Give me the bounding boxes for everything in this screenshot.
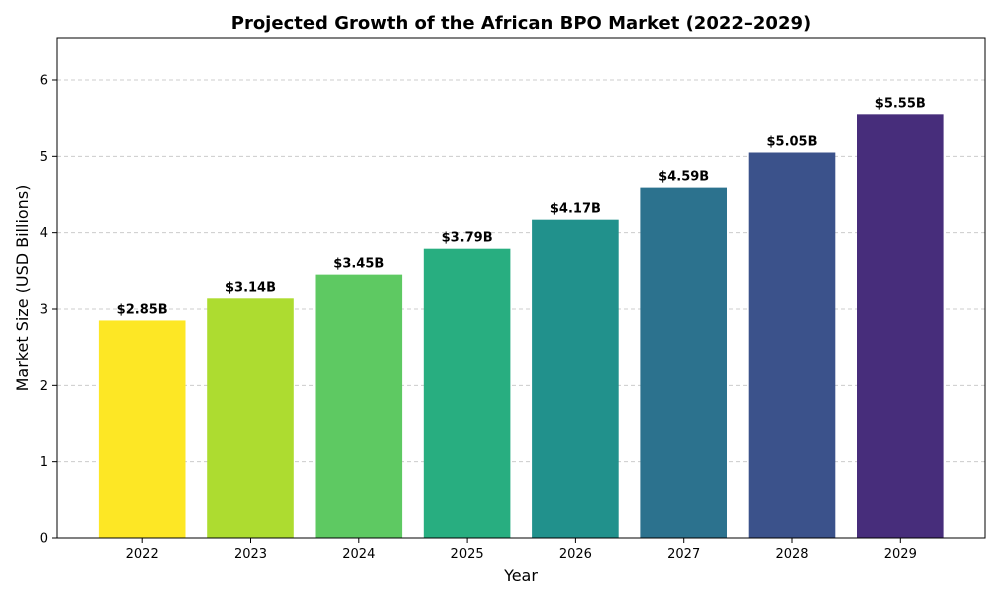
x-axis-ticks: 2022 2023 2024 2025 2026 2027 2028 2029 <box>126 538 917 562</box>
bar <box>857 114 944 538</box>
bar <box>640 187 727 538</box>
y-tick-label: 2 <box>40 379 48 394</box>
bar-value-label: $4.59B <box>658 170 709 185</box>
bar-value-label: $2.85B <box>117 302 168 317</box>
x-tick-label: 2027 <box>667 547 700 562</box>
bar <box>532 219 619 538</box>
bar-value-label: $3.45B <box>333 257 384 272</box>
x-tick-label: 2028 <box>775 547 808 562</box>
x-tick-label: 2023 <box>234 547 267 562</box>
y-tick-label: 1 <box>40 455 48 470</box>
x-axis-label: Year <box>503 566 538 585</box>
bar <box>98 320 186 538</box>
bars <box>98 114 944 539</box>
bar <box>207 298 294 538</box>
x-tick-label: 2026 <box>559 547 592 562</box>
chart-title: Projected Growth of the African BPO Mark… <box>231 13 811 34</box>
y-tick-label: 6 <box>40 73 48 88</box>
y-axis-ticks: 0 1 2 3 4 5 6 <box>40 73 57 547</box>
bar-value-label: $4.17B <box>550 202 601 217</box>
x-tick-label: 2025 <box>451 547 484 562</box>
bar-value-label: $5.05B <box>766 135 817 150</box>
y-tick-label: 0 <box>40 532 48 547</box>
bar-value-label: $3.14B <box>225 280 276 295</box>
bar-value-label: $3.79B <box>442 231 493 246</box>
y-tick-label: 3 <box>40 302 48 317</box>
data-labels: $2.85B $3.14B $3.45B $3.79B $4.17B $4.59B $5.0… <box>117 96 926 317</box>
x-tick-label: 2024 <box>342 547 375 562</box>
bar-value-label: $5.55B <box>875 96 926 111</box>
bar <box>315 274 403 538</box>
y-axis-label: Market Size (USD Billions) <box>13 185 32 392</box>
x-tick-label: 2022 <box>126 547 159 562</box>
y-tick-label: 5 <box>40 150 48 165</box>
plot-frame <box>56 37 986 539</box>
x-tick-label: 2029 <box>884 547 917 562</box>
gridlines <box>57 79 985 463</box>
bar <box>423 248 511 539</box>
y-tick-label: 4 <box>40 226 48 241</box>
bar <box>748 152 836 538</box>
